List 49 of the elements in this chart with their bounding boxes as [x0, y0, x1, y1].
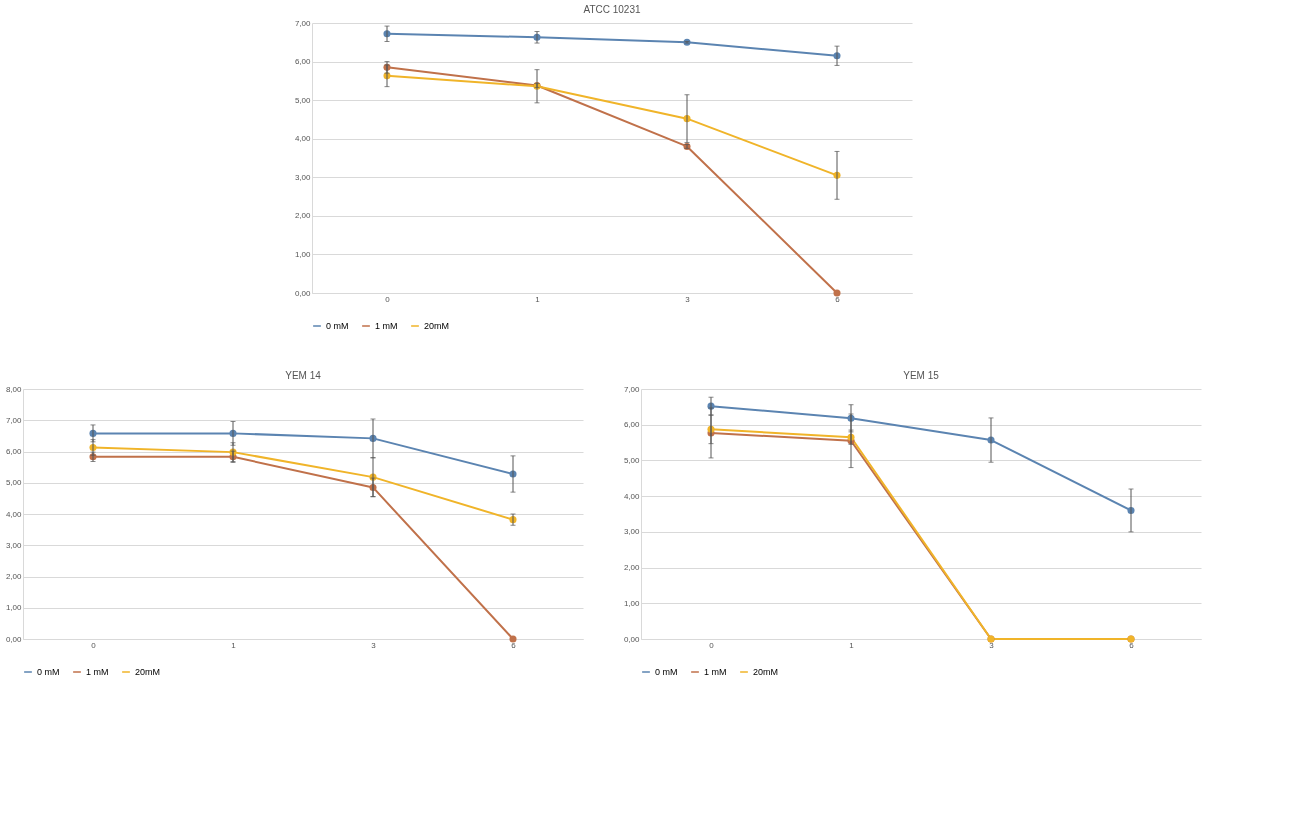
- legend-label: 0 mM: [326, 321, 349, 331]
- chart-title: YEM 15: [903, 370, 940, 381]
- y-tick-label: 7,00: [294, 18, 312, 28]
- y-tick-label: 1,00: [5, 603, 23, 613]
- x-tick-label: 1: [535, 294, 541, 304]
- y-tick-label: 7,00: [5, 415, 23, 425]
- y-tick-label: 5,00: [294, 95, 312, 105]
- x-tick-label: 0: [385, 294, 391, 304]
- y-tick-label: 6,00: [5, 447, 23, 456]
- x-tick-label: 3: [685, 294, 691, 304]
- y-tick-label: 1,00: [623, 598, 641, 608]
- x-tick-label: 1: [849, 640, 855, 650]
- x-tick-label: 3: [989, 640, 995, 650]
- y-tick-label: 4,00: [5, 509, 23, 519]
- legend-label: 20mM: [424, 321, 450, 331]
- y-tick-label: 5,00: [5, 478, 23, 488]
- y-tick-label: 8,00: [5, 384, 23, 394]
- y-tick-label: 6,00: [294, 57, 312, 67]
- legend-label: 0 mM: [655, 667, 678, 677]
- x-tick-label: 0: [709, 640, 715, 650]
- y-tick-label: 0,00: [623, 634, 641, 644]
- chart-title: ATCC 10231: [583, 4, 641, 15]
- chart-title: YEM 14: [285, 370, 322, 381]
- y-tick-label: 3,00: [294, 172, 312, 182]
- x-tick-label: 3: [371, 640, 377, 650]
- y-tick-label: 6,00: [623, 420, 641, 430]
- legend-label: 20mM: [135, 667, 161, 677]
- y-tick-label: 5,00: [623, 455, 641, 465]
- x-tick-label: 6: [835, 294, 841, 304]
- legend-label: 1 mM: [86, 667, 109, 677]
- y-tick-label: 1,00: [294, 249, 312, 259]
- y-tick-label: 0,00: [294, 288, 312, 298]
- legend-label: 20mM: [753, 667, 779, 677]
- y-tick-label: 2,00: [623, 563, 641, 573]
- y-tick-label: 3,00: [5, 540, 23, 550]
- legend-label: 0 mM: [37, 667, 60, 677]
- y-tick-label: 0,00: [5, 634, 23, 644]
- y-tick-label: 7,00: [623, 384, 641, 394]
- y-tick-label: 2,00: [5, 572, 23, 581]
- y-tick-label: 4,00: [623, 491, 641, 501]
- x-tick-label: 1: [231, 640, 237, 650]
- legend-label: 1 mM: [704, 667, 727, 677]
- x-tick-label: 6: [1129, 640, 1135, 650]
- y-tick-label: 3,00: [623, 527, 641, 537]
- x-tick-label: 0: [91, 640, 97, 650]
- y-tick-label: 2,00: [294, 211, 312, 221]
- legend-label: 1 mM: [375, 321, 398, 331]
- y-tick-label: 4,00: [294, 134, 312, 144]
- x-tick-label: 6: [511, 640, 517, 650]
